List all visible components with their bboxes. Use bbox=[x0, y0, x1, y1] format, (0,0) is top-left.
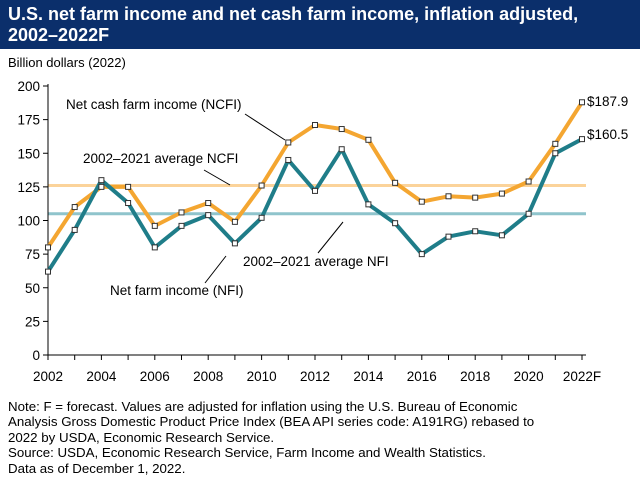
y-tick-label: 25 bbox=[25, 314, 40, 329]
x-tick-label: 2004 bbox=[86, 369, 117, 384]
data-point-nfi bbox=[525, 210, 532, 217]
data-point-nfi bbox=[151, 244, 158, 251]
x-tick-label: 2014 bbox=[353, 369, 384, 384]
x-tick-label: 2010 bbox=[247, 369, 277, 384]
x-tick-label: 2016 bbox=[407, 369, 437, 384]
data-point-ncfi bbox=[71, 204, 78, 211]
data-point-nfi bbox=[45, 268, 51, 275]
note-line: 2022 by USDA, Economic Research Service. bbox=[8, 429, 275, 445]
y-tick-label: 200 bbox=[17, 79, 40, 94]
data-point-nfi bbox=[178, 222, 185, 229]
data-point-nfi bbox=[205, 212, 212, 219]
data-point-nfi bbox=[579, 136, 585, 143]
data-point-ncfi bbox=[285, 139, 292, 146]
y-tick-label: 50 bbox=[25, 281, 40, 296]
y-tick-label: 100 bbox=[17, 214, 40, 229]
data-point-ncfi bbox=[418, 198, 425, 205]
data-point-ncfi bbox=[98, 183, 105, 190]
data-point-nfi bbox=[552, 150, 559, 157]
average-label-nfi: 2002–2021 average NFI bbox=[243, 254, 389, 269]
end-value-label-nfi: $160.5 bbox=[587, 127, 628, 142]
leader-line-nfi-avg bbox=[317, 221, 344, 254]
data-point-ncfi bbox=[472, 194, 479, 201]
data-point-ncfi bbox=[579, 99, 585, 106]
data-point-nfi bbox=[312, 187, 318, 194]
axes: 0 25 50 75 100 125 150 175 200 2002 2004 2006 2008 20… bbox=[17, 79, 601, 384]
leader-line-ncfi bbox=[244, 113, 286, 141]
data-point-nfi bbox=[338, 146, 345, 153]
data-point-ncfi bbox=[45, 244, 51, 251]
y-tick-label: 125 bbox=[17, 180, 40, 195]
annotations: Net cash farm income (NCFI) 2002–2021 av… bbox=[66, 94, 628, 298]
data-point-nfi bbox=[125, 200, 132, 207]
data-point-ncfi bbox=[125, 183, 132, 190]
average-label-ncfi: 2002–2021 average NCFI bbox=[83, 151, 238, 166]
end-value-label-ncfi: $187.9 bbox=[587, 94, 628, 109]
data-point-nfi bbox=[98, 177, 105, 184]
data-point-nfi bbox=[231, 240, 238, 247]
y-tick-label: 0 bbox=[32, 348, 40, 363]
series-label-ncfi: Net cash farm income (NCFI) bbox=[66, 97, 242, 112]
x-tick-label: 2012 bbox=[300, 369, 330, 384]
data-point-nfi bbox=[445, 233, 452, 240]
chart-title: U.S. net farm income and net cash farm i… bbox=[0, 0, 640, 49]
x-tick-label: 2018 bbox=[460, 369, 490, 384]
data-point-ncfi bbox=[498, 190, 505, 197]
data-point-nfi bbox=[472, 228, 479, 235]
y-tick-label: 75 bbox=[25, 247, 40, 262]
x-tick-label: 2022F bbox=[563, 369, 601, 384]
data-point-ncfi bbox=[365, 136, 372, 143]
series-label-nfi: Net farm income (NFI) bbox=[110, 283, 244, 298]
data-point-ncfi bbox=[392, 179, 399, 186]
x-tick-label: 2020 bbox=[514, 369, 544, 384]
data-point-ncfi bbox=[231, 218, 238, 225]
footnote: Note: F = forecast. Values are adjusted … bbox=[8, 399, 632, 476]
data-point-ncfi bbox=[151, 222, 158, 229]
data-point-nfi bbox=[365, 201, 372, 208]
data-point-ncfi bbox=[312, 122, 318, 129]
leader-line-ncfi-avg bbox=[203, 169, 231, 186]
data-point-nfi bbox=[392, 220, 399, 227]
data-point-ncfi bbox=[525, 178, 532, 185]
note-line: Note: F = forecast. Values are adjusted … bbox=[8, 399, 518, 414]
x-tick-label: 2006 bbox=[140, 369, 170, 384]
x-tick-label: 2002 bbox=[33, 369, 63, 384]
data-point-nfi bbox=[418, 251, 425, 258]
data-point-nfi bbox=[258, 214, 265, 221]
note-line: Analysis Gross Domestic Product Price In… bbox=[8, 414, 535, 430]
source-line: Source: USDA, Economic Research Service,… bbox=[8, 445, 486, 461]
data-point-ncfi bbox=[552, 140, 559, 147]
data-point-nfi bbox=[498, 232, 505, 239]
data-date-line: Data as of December 1, 2022. bbox=[8, 460, 186, 476]
data-point-nfi bbox=[71, 226, 78, 233]
leader-line-nfi bbox=[204, 255, 227, 284]
markers bbox=[45, 99, 585, 275]
y-tick-label: 175 bbox=[17, 113, 40, 128]
data-point-ncfi bbox=[205, 200, 212, 207]
data-point-ncfi bbox=[178, 209, 185, 216]
data-point-ncfi bbox=[258, 182, 265, 189]
y-axis-label: Billion dollars (2022) bbox=[8, 55, 126, 70]
y-tick-label: 150 bbox=[17, 146, 40, 161]
x-tick-label: 2008 bbox=[193, 369, 223, 384]
data-point-nfi bbox=[285, 156, 292, 163]
data-point-ncfi bbox=[445, 193, 452, 200]
data-point-ncfi bbox=[338, 126, 345, 133]
